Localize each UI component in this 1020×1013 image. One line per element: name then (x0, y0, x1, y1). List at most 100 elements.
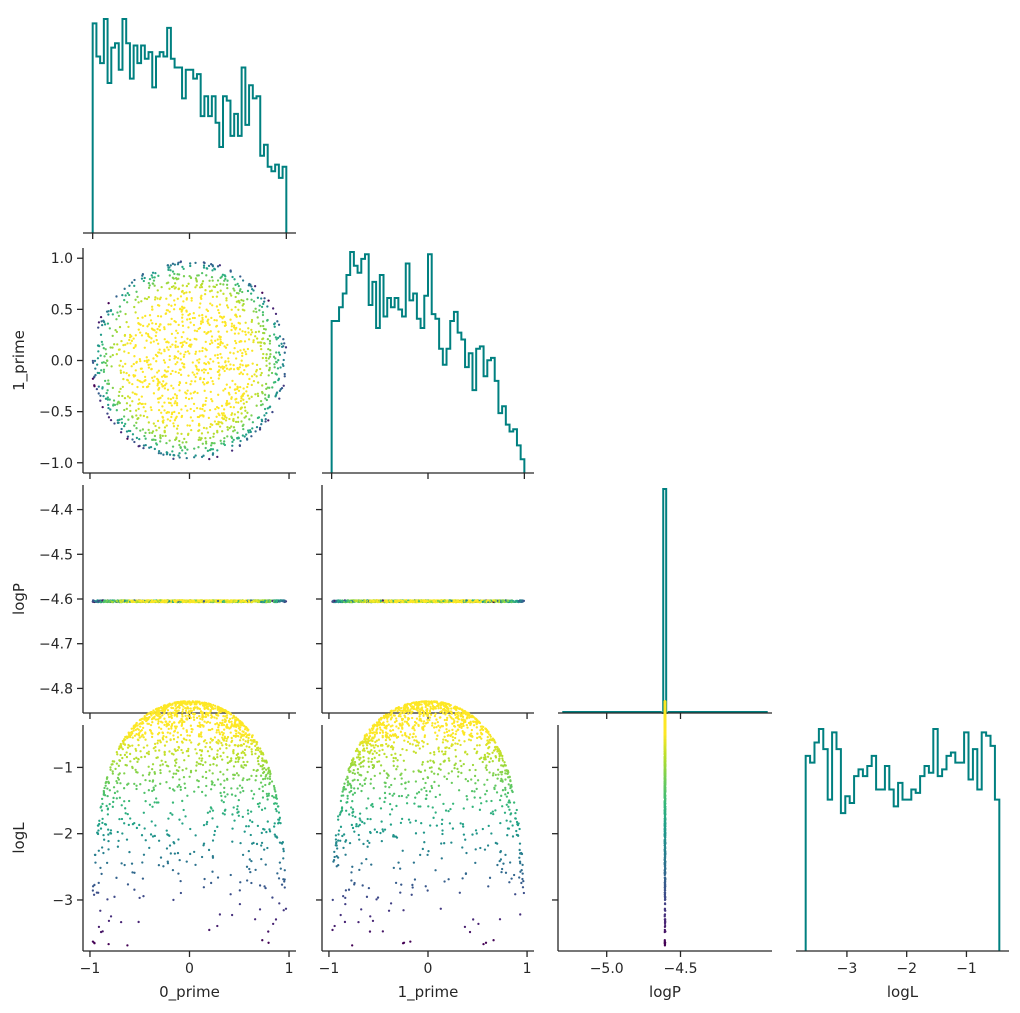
scatter-point (162, 384, 165, 388)
scatter-point (132, 375, 136, 378)
scatter-point (243, 406, 247, 409)
scatter-point (127, 418, 130, 421)
scatter-point (186, 424, 189, 427)
scatter-point (124, 735, 127, 739)
scatter-point (179, 358, 182, 361)
scatter-point (243, 340, 247, 343)
scatter-point (232, 368, 236, 371)
scatter-point (481, 600, 484, 603)
scatter-point (150, 431, 154, 435)
scatter-point (166, 418, 169, 421)
scatter-point (215, 283, 218, 287)
scatter-point (244, 764, 248, 767)
scatter-point (201, 715, 204, 719)
scatter-point (169, 372, 173, 376)
scatter-point (121, 832, 124, 835)
scatter-point (182, 331, 185, 334)
scatter-point (208, 367, 212, 371)
scatter-point (100, 846, 104, 849)
scatter-point (238, 315, 242, 318)
scatter-point (217, 308, 220, 312)
scatter-point (260, 341, 263, 344)
scatter-point (265, 364, 268, 367)
scatter-point (255, 842, 259, 846)
scatter-point (205, 442, 208, 445)
scatter-point (256, 316, 259, 319)
scatter-point (128, 338, 131, 342)
scatter-point (206, 449, 210, 452)
scatter-point (276, 872, 279, 875)
scatter-point (264, 420, 267, 423)
scatter-point (265, 398, 268, 402)
scatter-point (176, 599, 179, 602)
scatter-point (151, 789, 154, 793)
scatter-point (216, 455, 219, 459)
scatter-point (142, 414, 146, 418)
scatter-point (253, 918, 257, 921)
scatter-point (121, 385, 124, 389)
scatter-point (204, 745, 207, 748)
scatter-point (207, 600, 210, 603)
scatter-point (215, 731, 218, 734)
scatter-point (201, 313, 204, 317)
scatter-point (140, 277, 144, 280)
scatter-point (118, 418, 121, 421)
scatter-point (207, 330, 210, 334)
scatter-point (169, 398, 173, 401)
scatter-point (182, 300, 185, 303)
scatter-point (273, 363, 276, 366)
scatter-point (192, 402, 196, 406)
scatter-point (134, 369, 137, 372)
scatter-point (272, 355, 276, 358)
scatter-point (181, 449, 184, 452)
scatter-point (125, 751, 128, 754)
scatter-point (230, 425, 233, 428)
scatter-point (217, 406, 220, 410)
scatter-point (250, 414, 253, 417)
scatter-point (421, 599, 424, 602)
scatter-point (223, 779, 226, 782)
y-tick-label: 1.0 (51, 251, 73, 267)
y-tick-label: 0.5 (51, 302, 73, 318)
scatter-point (125, 321, 128, 324)
scatter-point (169, 401, 172, 405)
scatter-point (266, 407, 269, 410)
scatter-point (151, 276, 154, 279)
scatter-point (200, 754, 203, 757)
scatter-point (181, 343, 185, 347)
scatter-point (254, 335, 257, 338)
scatter-point (92, 376, 96, 379)
scatter-point (106, 396, 109, 399)
scatter-point (225, 364, 228, 367)
scatter-point (259, 373, 262, 377)
scatter-point (141, 599, 145, 603)
scatter-point (178, 818, 181, 821)
scatter-point (226, 428, 230, 431)
scatter-point (224, 387, 227, 390)
scatter-point (186, 350, 190, 353)
scatter-point (197, 785, 200, 789)
scatter-point (228, 386, 232, 389)
scatter-point (181, 441, 184, 444)
scatter-point (156, 327, 159, 331)
scatter-point (178, 456, 181, 459)
y-tick-label: 0.0 (51, 354, 73, 370)
scatter-point (236, 385, 239, 388)
scatter-point (208, 323, 211, 327)
scatter-point (159, 782, 162, 785)
scatter-point (147, 359, 150, 362)
scatter-point (137, 402, 140, 406)
scatter-point (137, 445, 140, 448)
scatter-point (230, 328, 233, 332)
scatter-point (247, 364, 250, 367)
scatter-point (189, 321, 192, 324)
scatter-point (252, 339, 255, 342)
scatter-point (193, 337, 196, 341)
scatter-point (144, 600, 147, 604)
scatter-point (175, 278, 179, 281)
scatter-point (124, 343, 127, 346)
scatter-point (120, 804, 123, 807)
scatter-point (201, 713, 204, 717)
scatter-point (93, 941, 96, 944)
